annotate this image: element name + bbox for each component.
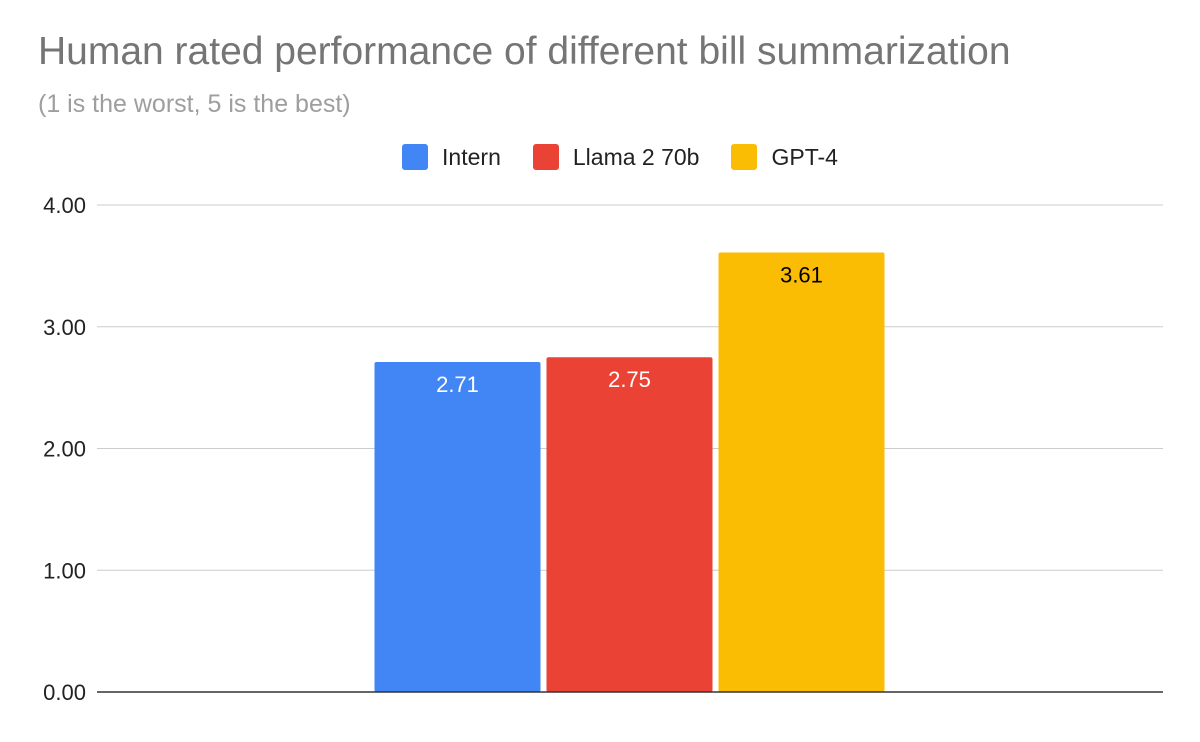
legend-swatch-gpt4 xyxy=(731,144,758,170)
y-tick-label: 3.00 xyxy=(43,315,86,340)
y-tick-label: 0.00 xyxy=(43,680,86,705)
bar-intern xyxy=(374,362,541,692)
y-tick-label: 1.00 xyxy=(43,558,86,583)
legend-label-intern: Intern xyxy=(442,143,501,170)
chart-title: Human rated performance of different bil… xyxy=(38,30,1011,73)
bar-llama-2-70b xyxy=(546,357,713,692)
chart-legend: Intern Llama 2 70b GPT-4 xyxy=(0,140,1200,174)
y-tick-label: 2.00 xyxy=(43,437,86,462)
legend-swatch-llama xyxy=(532,144,559,170)
y-tick-label: 4.00 xyxy=(43,193,86,218)
legend-item-intern[interactable]: Intern xyxy=(402,144,501,171)
legend-label-llama: Llama 2 70b xyxy=(572,143,700,170)
legend-swatch-intern xyxy=(402,144,429,170)
bar-data-label: 3.61 xyxy=(780,262,823,287)
chart-subtitle: (1 is the worst, 5 is the best) xyxy=(38,90,351,118)
bar-data-label: 2.71 xyxy=(436,372,479,397)
legend-label-gpt4: GPT-4 xyxy=(771,143,838,170)
bar-gpt-4 xyxy=(718,252,885,693)
bar-data-label: 2.75 xyxy=(608,367,651,392)
legend-item-gpt4[interactable]: GPT-4 xyxy=(731,143,838,171)
legend-item-llama[interactable]: Llama 2 70b xyxy=(532,143,700,171)
